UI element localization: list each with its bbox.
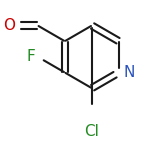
Text: F: F: [26, 49, 35, 64]
Text: N: N: [123, 65, 134, 80]
Text: O: O: [3, 18, 15, 33]
Text: Cl: Cl: [84, 124, 99, 139]
